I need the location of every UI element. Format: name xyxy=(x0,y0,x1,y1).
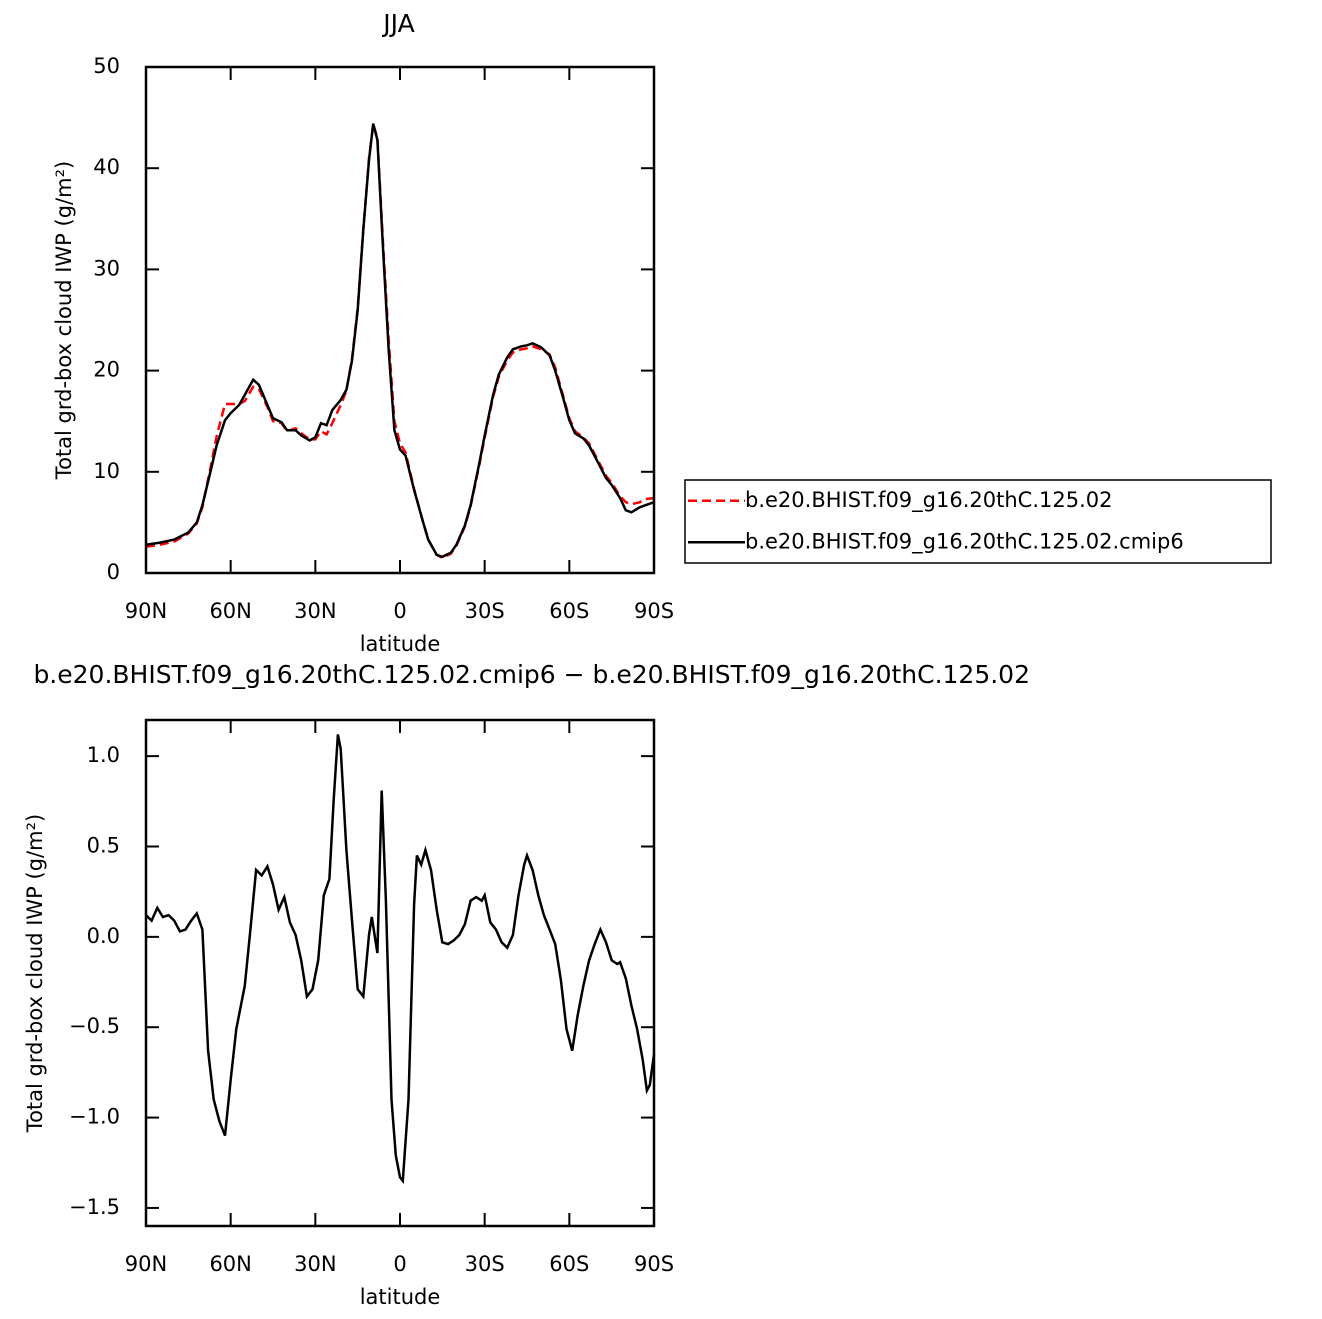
y-axis-label: Total grd-box cloud IWP (g/m²) xyxy=(23,814,47,1133)
y-tick-label: 40 xyxy=(93,155,120,179)
y-tick-label: 10 xyxy=(93,459,120,483)
x-tick-label: 60S xyxy=(549,599,589,623)
y-tick-label: 0.0 xyxy=(87,924,120,948)
plot-frame xyxy=(144,718,656,1228)
x-tick-label: 90S xyxy=(634,1252,674,1276)
x-tick-label: 30N xyxy=(294,599,336,623)
y-tick-label: −1.5 xyxy=(69,1195,120,1219)
chart-title: b.e20.BHIST.f09_g16.20thC.125.02.cmip6 −… xyxy=(33,660,1030,689)
y-tick-label: 0 xyxy=(107,560,120,584)
y-tick-label: −0.5 xyxy=(69,1014,120,1038)
legend-label: b.e20.BHIST.f09_g16.20thC.125.02.cmip6 xyxy=(745,529,1184,554)
x-tick-label: 60S xyxy=(549,1252,589,1276)
x-tick-label: 60N xyxy=(209,1252,251,1276)
x-tick-label: 30S xyxy=(465,599,505,623)
y-tick-label: 0.5 xyxy=(87,834,120,858)
x-tick-label: 60N xyxy=(209,599,251,623)
legend-box xyxy=(684,479,1272,564)
x-tick-label: 90N xyxy=(125,599,167,623)
y-tick-label: 20 xyxy=(93,358,120,382)
x-tick-label: 0 xyxy=(393,599,406,623)
x-axis-label: latitude xyxy=(360,1285,441,1309)
legend-label: b.e20.BHIST.f09_g16.20thC.125.02 xyxy=(745,488,1112,513)
x-tick-label: 0 xyxy=(393,1252,406,1276)
x-tick-label: 90S xyxy=(634,599,674,623)
data-line xyxy=(145,734,656,1185)
chart-title: JJA xyxy=(381,9,414,38)
data-line xyxy=(145,123,655,559)
x-tick-label: 30S xyxy=(465,1252,505,1276)
y-tick-label: 30 xyxy=(93,256,120,280)
y-tick-label: −1.0 xyxy=(69,1105,120,1129)
y-tick-label: 50 xyxy=(93,54,120,78)
x-tick-label: 90N xyxy=(125,1252,167,1276)
y-axis-label: Total grd-box cloud IWP (g/m²) xyxy=(52,161,76,480)
plot-frame xyxy=(144,65,656,575)
y-tick-label: 1.0 xyxy=(87,743,120,767)
x-tick-label: 30N xyxy=(294,1252,336,1276)
x-axis-label: latitude xyxy=(360,632,441,656)
